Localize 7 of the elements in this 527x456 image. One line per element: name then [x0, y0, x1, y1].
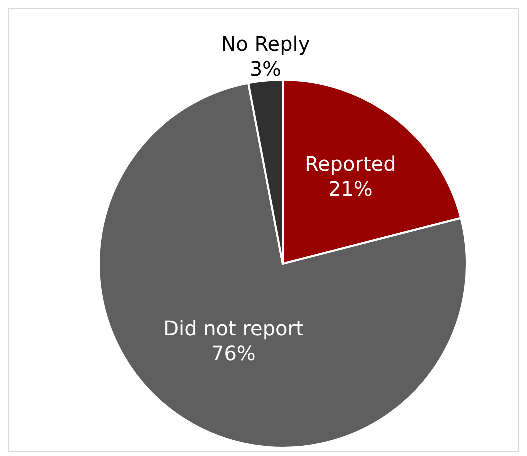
data-label: 21% — [328, 176, 373, 201]
slice-label: No Reply — [221, 32, 310, 56]
slice-label: Did not report — [164, 316, 304, 341]
data-label: 3% — [250, 56, 282, 81]
data-label: 76% — [211, 342, 256, 366]
slice-label: Reported — [305, 152, 396, 176]
pie-slice — [98, 82, 468, 449]
